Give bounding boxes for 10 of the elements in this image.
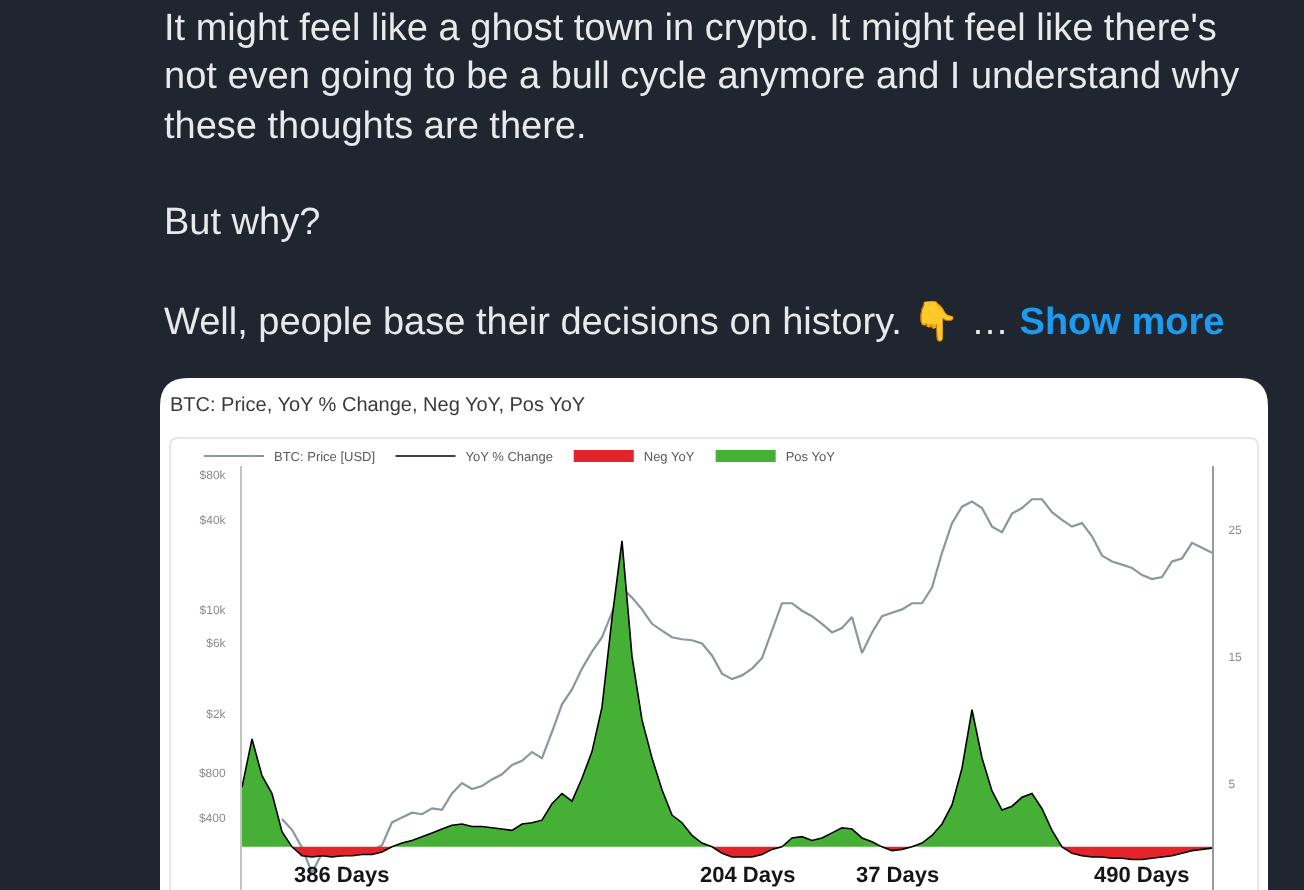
text: Well, people base their decisions on history. 👇 … <box>164 302 1009 344</box>
chart-title: BTC: Price, YoY % Change, Neg YoY, Pos YoY <box>170 395 586 417</box>
annotation: 37 Days <box>856 864 940 888</box>
annotation: 490 Days <box>1094 864 1190 888</box>
annotation: 386 Days <box>294 864 390 888</box>
text: But why? <box>164 202 321 244</box>
annotation: 204 Days <box>700 864 796 888</box>
text: It might feel like a ghost town in crypto. It might feel like there's not even going to be a bull cycle anymore and I understand why these thoughts are there. <box>164 8 1241 148</box>
line-series <box>242 540 1212 861</box>
text: Show more <box>1019 302 1225 344</box>
